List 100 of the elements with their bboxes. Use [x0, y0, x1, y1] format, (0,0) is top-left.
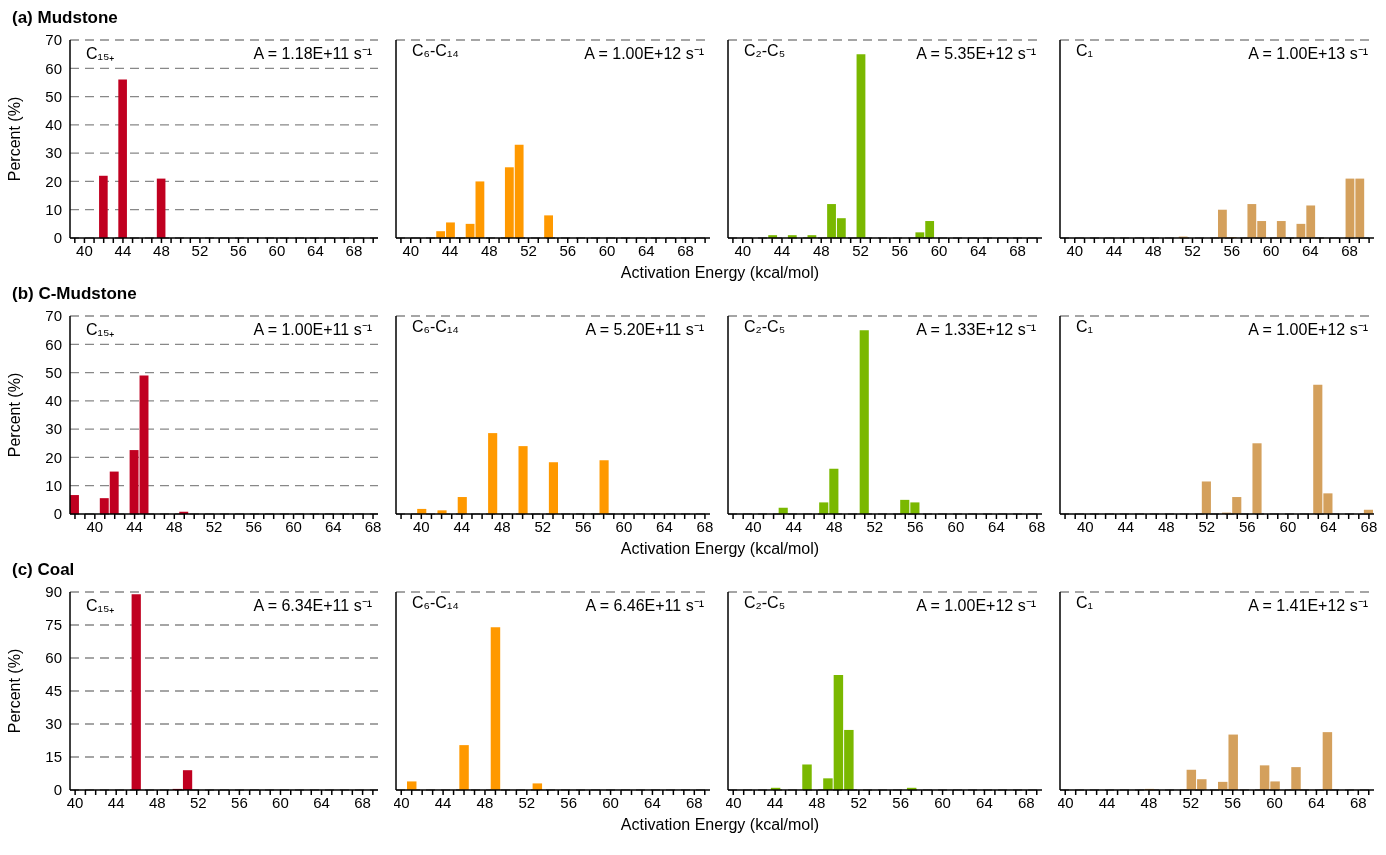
x-tick-label: 60 — [268, 241, 286, 259]
x-tick-label: 56 — [1224, 793, 1242, 811]
x-tick-label: 44 — [766, 793, 784, 811]
x-tick-label: 68 — [1360, 517, 1378, 535]
x-tick-label: 40 — [734, 241, 752, 259]
y-tick-label: 20 — [45, 172, 62, 190]
x-tick-label: 68 — [696, 517, 714, 535]
x-axis-title: Activation Energy (kcal/mol) — [620, 816, 820, 834]
x-tick-label: 48 — [826, 517, 843, 535]
x-tick-label: 64 — [307, 241, 324, 259]
x-tick-label: 40 — [1066, 241, 1084, 259]
x-tick-label: 52 — [191, 241, 209, 259]
y-tick-label: 0 — [53, 229, 62, 247]
y-tick-label: 0 — [53, 781, 62, 799]
x-tick-label: 40 — [744, 517, 762, 535]
x-tick-label: 52 — [189, 793, 207, 811]
x-tick-label: 64 — [656, 517, 673, 535]
x-tick-label: 40 — [412, 517, 430, 535]
x-tick-label: 56 — [560, 793, 578, 811]
annotation: C₁ — [1074, 42, 1095, 60]
x-tick-label: 40 — [66, 793, 84, 811]
x-tick-label: 56 — [231, 793, 248, 811]
x-tick-label: 60 — [947, 517, 965, 535]
y-tick-label: 60 — [45, 649, 62, 667]
y-tick-label: 30 — [45, 715, 62, 733]
annotation: C₁₅₊ — [84, 42, 117, 64]
x-tick-label: 44 — [434, 793, 452, 811]
chart-title: (a) Mudstone — [11, 8, 119, 29]
x-tick-label: 56 — [559, 241, 577, 259]
x-tick-label: 60 — [285, 517, 302, 535]
annotation: C₆-C₁₄ — [410, 318, 461, 336]
x-tick-label: 44 — [773, 241, 791, 259]
annotation: A = 6.46E+11 s⁻¹ — [583, 594, 706, 616]
x-tick-label: 48 — [812, 241, 830, 259]
y-axis-title: Percent (%) — [5, 648, 23, 734]
x-tick-label: 64 — [1308, 793, 1325, 811]
x-tick-label: 48 — [476, 793, 494, 811]
annotation: A = 5.35E+12 s⁻¹ — [914, 42, 1038, 64]
x-tick-label: 64 — [976, 793, 993, 811]
chart-title: (b) C-Mudstone — [11, 284, 138, 305]
x-tick-label: 60 — [1266, 793, 1283, 811]
x-tick-label: 48 — [480, 241, 498, 259]
annotation: A = 5.20E+11 s⁻¹ — [583, 318, 706, 340]
x-tick-label: 56 — [907, 517, 924, 535]
y-tick-label: 30 — [45, 420, 62, 438]
x-tick-label: 40 — [402, 241, 420, 259]
x-tick-label: 40 — [86, 517, 104, 535]
x-tick-label: 64 — [1320, 517, 1337, 535]
annotation: C₁ — [1074, 594, 1095, 612]
annotation: C₆-C₁₄ — [410, 594, 461, 612]
y-tick-label: 50 — [45, 363, 62, 381]
y-tick-label: 60 — [45, 59, 62, 77]
annotation: C₁₅₊ — [84, 594, 117, 616]
x-tick-label: 44 — [1117, 517, 1135, 535]
y-tick-label: 90 — [45, 583, 62, 601]
y-tick-label: 40 — [45, 392, 62, 410]
x-tick-label: 68 — [1349, 793, 1367, 811]
x-tick-label: 68 — [1009, 241, 1026, 259]
x-tick-label: 60 — [598, 241, 616, 259]
annotation: A = 6.34E+11 s⁻¹ — [251, 594, 374, 616]
x-tick-label: 44 — [1098, 793, 1116, 811]
x-axis-title: Activation Energy (kcal/mol) — [620, 264, 820, 282]
x-tick-label: 52 — [520, 241, 537, 259]
y-tick-label: 20 — [45, 448, 62, 466]
x-tick-label: 48 — [153, 241, 170, 259]
x-tick-label: 68 — [685, 793, 703, 811]
annotation: C₂-C₅ — [742, 318, 788, 336]
x-tick-label: 48 — [1144, 241, 1162, 259]
y-tick-label: 50 — [45, 87, 62, 105]
x-tick-label: 44 — [107, 793, 125, 811]
x-tick-label: 56 — [892, 793, 910, 811]
annotation: A = 1.00E+11 s⁻¹ — [251, 318, 374, 340]
y-tick-label: 40 — [45, 116, 62, 134]
annotation: A = 1.00E+13 s⁻¹ — [1246, 42, 1370, 64]
y-tick-label: 30 — [45, 144, 62, 162]
x-tick-label: 48 — [808, 793, 826, 811]
x-tick-label: 60 — [272, 793, 289, 811]
x-tick-label: 52 — [518, 793, 536, 811]
x-tick-label: 40 — [76, 241, 93, 259]
annotation: A = 1.18E+11 s⁻¹ — [251, 42, 374, 64]
x-tick-label: 64 — [1301, 241, 1319, 259]
x-tick-label: 44 — [114, 241, 132, 259]
x-tick-label: 48 — [148, 793, 166, 811]
x-tick-label: 52 — [866, 517, 884, 535]
x-tick-label: 48 — [1158, 517, 1175, 535]
x-tick-label: 60 — [930, 241, 948, 259]
x-tick-label: 64 — [313, 793, 330, 811]
x-tick-label: 60 — [1279, 517, 1297, 535]
x-tick-label: 64 — [637, 241, 655, 259]
x-tick-label: 40 — [724, 793, 742, 811]
chart-title: (c) Coal — [11, 560, 76, 581]
x-tick-label: 44 — [785, 517, 803, 535]
x-tick-label: 52 — [1184, 241, 1201, 259]
y-tick-label: 75 — [45, 616, 62, 634]
x-tick-label: 44 — [453, 517, 471, 535]
annotation: A = 1.00E+12 s⁻¹ — [914, 594, 1038, 616]
x-tick-label: 60 — [934, 793, 951, 811]
x-tick-label: 48 — [165, 517, 183, 535]
x-tick-label: 52 — [205, 517, 223, 535]
x-tick-label: 68 — [1017, 793, 1035, 811]
